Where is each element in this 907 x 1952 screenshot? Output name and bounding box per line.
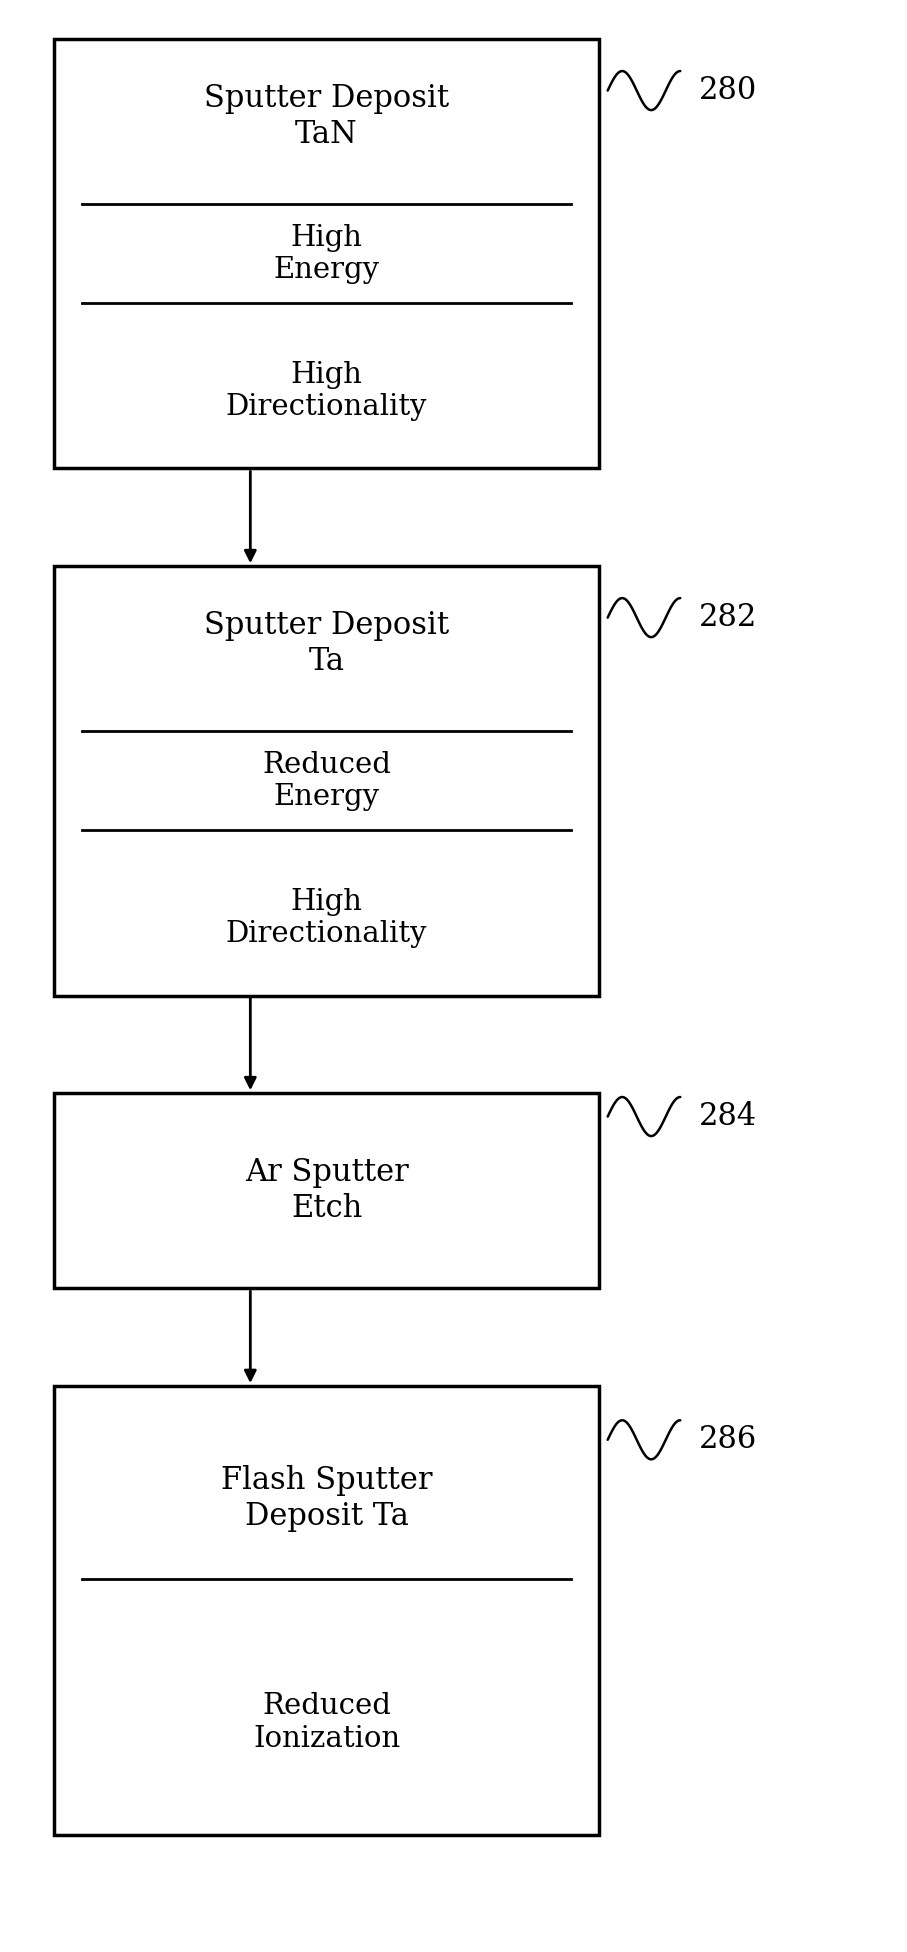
Text: Reduced
Ionization: Reduced Ionization xyxy=(253,1692,400,1753)
Text: 282: 282 xyxy=(698,601,756,632)
Text: Reduced
Energy: Reduced Energy xyxy=(262,752,391,810)
Text: 284: 284 xyxy=(698,1101,756,1132)
Text: Ar Sputter
Etch: Ar Sputter Etch xyxy=(245,1158,408,1224)
Text: High
Energy: High Energy xyxy=(274,224,379,283)
Text: High
Directionality: High Directionality xyxy=(226,361,427,422)
Text: 286: 286 xyxy=(698,1425,756,1456)
Bar xyxy=(54,39,599,468)
Text: High
Directionality: High Directionality xyxy=(226,888,427,949)
Text: Sputter Deposit
TaN: Sputter Deposit TaN xyxy=(204,82,449,150)
Text: Sputter Deposit
Ta: Sputter Deposit Ta xyxy=(204,609,449,677)
Text: 280: 280 xyxy=(698,74,756,105)
Text: Flash Sputter
Deposit Ta: Flash Sputter Deposit Ta xyxy=(220,1464,433,1532)
Bar xyxy=(54,1093,599,1288)
Bar xyxy=(54,566,599,996)
Bar xyxy=(54,1386,599,1835)
